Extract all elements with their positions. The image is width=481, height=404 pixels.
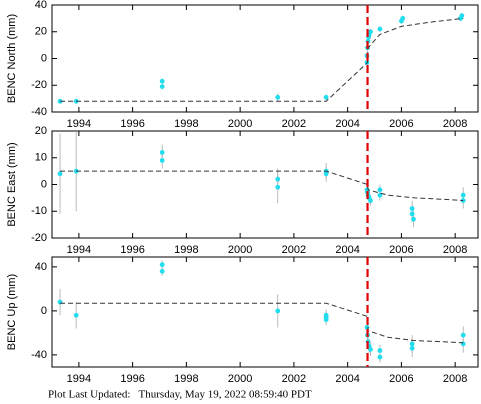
model-line (60, 17, 464, 102)
x-tick-label: 2002 (282, 244, 306, 256)
x-tick-label: 1994 (67, 118, 91, 130)
x-tick-label: 2004 (335, 244, 359, 256)
data-point (57, 98, 63, 104)
model-line (60, 302, 464, 344)
data-point (159, 262, 165, 268)
x-tick-label: 1996 (120, 373, 144, 385)
x-tick-label: 1998 (174, 118, 198, 130)
data-point (460, 192, 466, 198)
model-line (60, 170, 464, 202)
x-tick-label: 1994 (67, 373, 91, 385)
x-tick-label: 2002 (282, 118, 306, 130)
plot-frame (51, 4, 479, 113)
data-point (159, 158, 165, 163)
data-point (275, 94, 281, 100)
x-tick-label: 2002 (282, 373, 306, 385)
y-tick-label: -40 (31, 106, 47, 118)
data-point (377, 187, 383, 193)
y-tick-label: 20 (35, 125, 47, 137)
data-point (159, 84, 165, 89)
x-tick-label: 2006 (389, 373, 413, 385)
data-point (377, 348, 383, 353)
data-point (323, 171, 329, 177)
plot-frame (51, 256, 479, 368)
x-tick-label: 2004 (335, 118, 359, 130)
data-point (460, 332, 466, 338)
data-point (409, 345, 415, 351)
x-tick-label: 1998 (174, 244, 198, 256)
data-point (409, 206, 415, 211)
y-axis-label: BENC Up (mm) (6, 274, 18, 350)
y-tick-label: 40 (35, 0, 47, 11)
data-point (377, 192, 383, 198)
y-tick-label: -10 (31, 205, 47, 217)
data-point (57, 171, 63, 177)
x-tick-label: 2006 (389, 118, 413, 130)
x-tick-label: 2000 (228, 373, 252, 385)
data-point (159, 150, 165, 155)
x-tick-label: 1994 (67, 244, 91, 256)
data-point (411, 216, 416, 222)
y-axis-label: BENC North (mm) (6, 14, 18, 103)
x-tick-label: 2008 (443, 118, 467, 130)
data-point (368, 347, 373, 352)
data-point (400, 15, 406, 21)
y-tick-label: 0 (41, 178, 47, 190)
data-point (159, 78, 165, 84)
x-tick-label: 1998 (174, 373, 198, 385)
data-point (460, 198, 466, 203)
data-point (275, 308, 281, 314)
data-point (323, 317, 329, 323)
y-tick-label: -20 (31, 232, 47, 244)
data-point (368, 29, 373, 35)
y-tick-label: 0 (41, 305, 47, 317)
x-tick-label: 2004 (335, 373, 359, 385)
x-tick-label: 2008 (443, 244, 467, 256)
footer: Plot Last Updated: Thursday, May 19, 202… (48, 389, 312, 401)
data-point (459, 13, 465, 19)
y-tick-label: -40 (31, 349, 47, 361)
data-point (159, 268, 165, 274)
x-tick-label: 2008 (443, 373, 467, 385)
data-point (409, 211, 415, 217)
plot-frame (51, 130, 479, 239)
y-axis-label: BENC East (mm) (6, 142, 18, 226)
y-tick-label: -20 (31, 79, 47, 91)
data-point (275, 176, 281, 182)
y-tick-label: 0 (41, 52, 47, 64)
y-tick-label: 40 (35, 261, 47, 273)
data-point (377, 354, 383, 360)
data-point (377, 26, 383, 32)
data-point (57, 299, 63, 305)
x-tick-label: 1996 (120, 244, 144, 256)
y-tick-label: 20 (35, 26, 47, 38)
x-tick-label: 1996 (120, 118, 144, 130)
x-tick-label: 2006 (389, 244, 413, 256)
data-point (275, 184, 281, 190)
data-point (368, 198, 373, 203)
data-point (409, 341, 415, 347)
y-tick-label: 10 (35, 152, 47, 164)
x-tick-label: 2000 (228, 244, 252, 256)
data-point (323, 94, 329, 100)
x-tick-label: 2000 (228, 118, 252, 130)
data-point (73, 312, 79, 318)
